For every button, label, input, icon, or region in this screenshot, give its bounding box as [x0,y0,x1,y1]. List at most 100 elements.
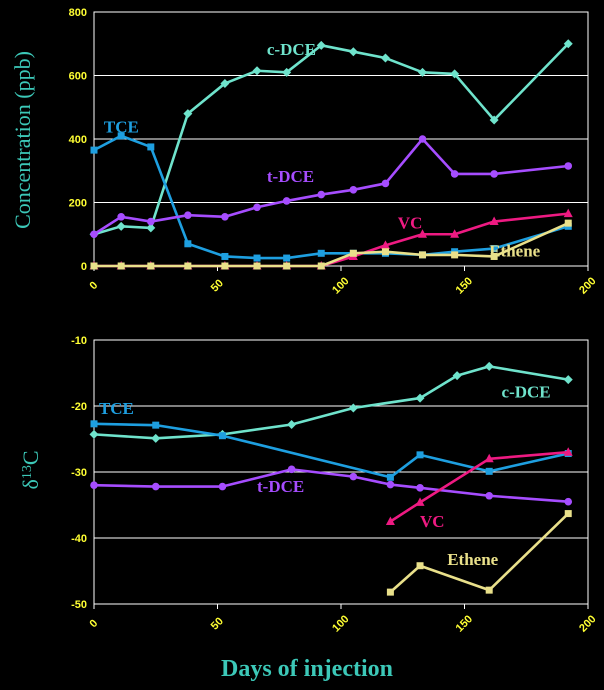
data-point [418,135,427,143]
data-point [218,482,227,491]
data-point [419,251,427,259]
series-label: Ethene [489,241,540,260]
series-t-dce: t-DCE [90,465,573,506]
data-point [485,467,493,475]
data-point [184,262,192,270]
data-point [450,229,460,238]
series-line [389,512,570,594]
series-label: t-DCE [257,477,304,496]
series-label: c-DCE [502,382,551,401]
y-tick-label: 200 [69,198,87,210]
data-point [147,143,155,151]
data-point [283,262,291,270]
series-label: TCE [104,118,139,137]
data-point [146,223,156,233]
y-axis-title: Concentration (ppb) [10,51,35,229]
data-point [90,230,98,239]
series-line [93,137,569,236]
data-point [317,262,325,270]
data-point [380,240,390,249]
data-point [218,432,226,440]
series-line [93,134,569,260]
data-point [317,249,325,257]
data-point [418,67,428,77]
data-point [117,212,125,221]
data-point [221,212,229,221]
data-point [489,216,499,226]
series-label: Ethene [447,550,498,569]
data-point [490,245,498,253]
data-point [90,420,98,428]
data-point [385,516,395,525]
data-point [116,221,126,231]
y-tick-label: -10 [71,335,87,347]
data-point [349,472,358,481]
data-point [563,447,573,456]
series-c-dce: c-DCE [89,39,573,239]
data-point [253,254,261,262]
data-point [564,162,573,170]
data-point [282,197,291,205]
data-point [349,249,357,257]
data-point [490,252,498,260]
series-label: VC [420,512,445,531]
data-point [348,403,358,413]
data-point [317,190,326,199]
data-point [450,69,460,79]
data-point [283,254,291,262]
data-point [380,53,390,63]
data-point [386,480,395,489]
data-point [287,465,296,474]
y-tick-label: 400 [69,134,87,146]
data-point [287,419,297,429]
y-tick-label: 800 [69,7,87,19]
data-point [484,453,494,463]
series-line [94,221,569,268]
data-point [564,510,572,518]
data-point [90,262,98,270]
series-label: TCE [99,399,134,418]
data-point [484,361,494,371]
data-point [489,115,499,125]
series-label: t-DCE [267,167,314,186]
y-tick-label: 600 [69,71,87,83]
data-point [151,433,161,443]
data-point [117,262,125,270]
data-point [253,203,261,212]
series-line [389,450,569,523]
data-point [183,109,193,119]
data-point [117,132,125,140]
y-tick-label: 0 [81,261,87,273]
data-point [386,588,394,596]
y-tick-label: -30 [71,467,87,479]
y-tick-label: -20 [71,401,87,413]
data-point [450,170,459,178]
data-point [184,240,192,248]
data-point [563,39,573,49]
data-point [90,146,98,154]
data-point [349,186,358,194]
data-point [564,219,572,227]
data-point [381,179,390,188]
series-label: c-DCE [267,40,316,59]
series-tce: TCE [90,399,572,481]
data-point [253,262,261,270]
data-point [151,482,160,491]
series-ethene: Ethene [90,219,572,270]
data-point [416,484,424,492]
data-point [418,229,428,238]
series-vc: VC [385,447,573,531]
data-point [282,67,292,77]
data-point [316,40,326,50]
data-point [221,262,229,270]
data-point [90,481,98,490]
y-tick-label: -50 [71,599,87,611]
data-point [451,251,459,259]
data-point [416,562,424,570]
data-point [415,497,425,506]
data-point [147,262,155,270]
data-point [416,451,424,459]
data-point [485,586,493,594]
